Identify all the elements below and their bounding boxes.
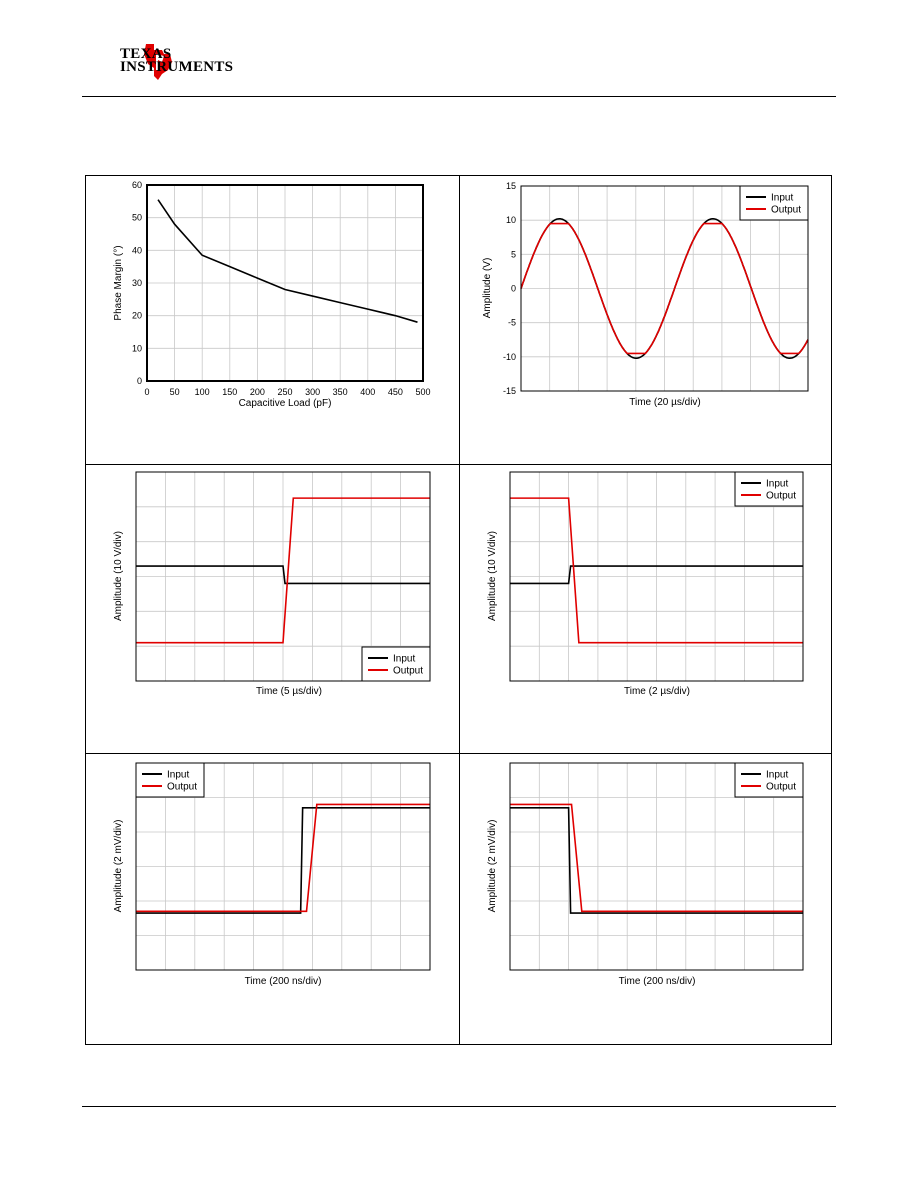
legend-box: [734, 762, 804, 798]
logo-line-2: INSTRUMENTS: [120, 59, 234, 75]
x-tick-label: 200: [250, 387, 265, 397]
legend-label-output: Output: [771, 205, 801, 216]
legend-box: [734, 471, 804, 507]
legend-box: [739, 185, 809, 221]
x-tick-label: 450: [388, 387, 403, 397]
y-axis-label: Amplitude (10 V/div): [113, 531, 124, 621]
series-output: [136, 803, 430, 913]
plot-border: [509, 471, 804, 682]
y-tick-label: -5: [508, 318, 516, 328]
series-output: [510, 497, 803, 644]
x-axis-label: Time (2 µs/div): [624, 686, 690, 697]
legend-box: [135, 762, 205, 798]
series-output: [510, 803, 803, 913]
legend-label-input: Input: [766, 479, 788, 490]
y-axis-label: Amplitude (2 mV/div): [113, 820, 124, 913]
plot-border: [509, 762, 804, 971]
x-axis-label: Capacitive Load (pF): [239, 398, 332, 409]
series-input: [510, 807, 803, 914]
legend-label-input: Input: [393, 654, 415, 665]
plot-border: [146, 184, 424, 382]
series-input: [136, 807, 430, 914]
x-axis-label: Time (200 ns/div): [245, 976, 322, 987]
x-axis-label: Time (200 ns/div): [619, 976, 696, 987]
y-axis-label: Amplitude (V): [482, 258, 493, 319]
figure-grid-divider-2: [85, 753, 832, 754]
x-tick-label: 400: [360, 387, 375, 397]
y-tick-label: 60: [132, 180, 142, 190]
y-tick-label: 15: [506, 181, 516, 191]
y-tick-label: 50: [132, 213, 142, 223]
y-tick-label: 0: [511, 284, 516, 294]
series-output: [136, 497, 430, 644]
ti-logo-icon: [144, 44, 172, 80]
chart-1: 0 50 100 150 200 250 300 350 400 450 500 0 10 20 30 40 5…: [113, 180, 431, 409]
x-tick-label: 100: [195, 387, 210, 397]
series-output: [520, 222, 809, 355]
y-tick-label: 40: [132, 245, 142, 255]
figure-grid: [85, 175, 832, 1045]
y-tick-label: 0: [137, 376, 142, 386]
x-tick-label: 0: [144, 387, 149, 397]
figure-grid-vertical-divider: [459, 175, 460, 1045]
legend-label-output: Output: [393, 666, 423, 677]
legend-label-output: Output: [766, 782, 796, 793]
x-tick-label: 50: [170, 387, 180, 397]
legend-label-output: Output: [766, 491, 796, 502]
series-input: [510, 565, 803, 585]
x-tick-label: 150: [222, 387, 237, 397]
y-tick-label: 5: [511, 249, 516, 259]
x-tick-label: 500: [415, 387, 430, 397]
series-input: [136, 565, 430, 585]
x-tick-label: 350: [333, 387, 348, 397]
plot-border: [135, 762, 431, 971]
y-tick-label: 10: [506, 215, 516, 225]
ti-logo-text: TEXAS INSTRUMENTS: [120, 46, 234, 75]
series-line: [157, 199, 418, 323]
y-axis-label: Phase Margin (°): [113, 245, 124, 320]
y-axis-label: Amplitude (2 mV/div): [487, 820, 498, 913]
legend-label-input: Input: [167, 770, 189, 781]
y-tick-label: -10: [503, 352, 516, 362]
legend-label-output: Output: [167, 782, 197, 793]
logo-line-1: TEXAS: [120, 46, 172, 62]
plot-border: [135, 471, 431, 682]
y-tick-label: 30: [132, 278, 142, 288]
x-tick-label: 300: [305, 387, 320, 397]
x-axis-label: Time (5 µs/div): [256, 686, 322, 697]
x-tick-label: 250: [277, 387, 292, 397]
legend-label-input: Input: [766, 770, 788, 781]
y-tick-label: 10: [132, 343, 142, 353]
y-axis-label: Amplitude (10 V/div): [487, 531, 498, 621]
plot-border: [520, 185, 809, 392]
footer-rule: [82, 1106, 836, 1107]
legend-label-input: Input: [771, 193, 793, 204]
figure-grid-divider-1: [85, 464, 832, 465]
header-rule: [82, 96, 836, 97]
legend-box: [361, 646, 431, 682]
x-axis-label: Time (20 µs/div): [629, 397, 701, 408]
y-tick-label: -15: [503, 386, 516, 396]
y-tick-label: 20: [132, 311, 142, 321]
